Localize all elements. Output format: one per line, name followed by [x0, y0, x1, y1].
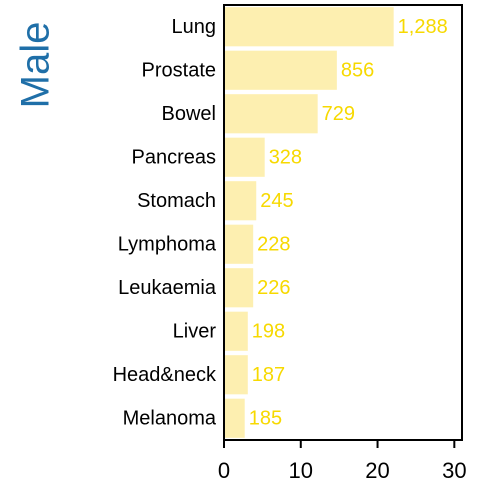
data-label: 729 — [322, 103, 355, 125]
data-label: 328 — [269, 147, 302, 169]
data-label: 187 — [252, 364, 285, 386]
category-label: Lung — [172, 16, 217, 38]
bar — [224, 94, 318, 134]
category-label: Pancreas — [132, 147, 217, 169]
bar — [224, 268, 254, 308]
bar — [224, 181, 257, 221]
x-tick-label: 30 — [442, 458, 466, 483]
bar — [224, 137, 265, 177]
x-tick-label: 20 — [365, 458, 389, 483]
x-tick-label: 10 — [289, 458, 313, 483]
bar — [224, 398, 245, 438]
data-label: 226 — [257, 277, 290, 299]
category-label: Head&neck — [113, 364, 217, 386]
plot-frame — [223, 4, 463, 441]
data-label: 198 — [252, 321, 285, 343]
data-label: 228 — [257, 234, 290, 256]
x-tick-label: 0 — [218, 458, 230, 483]
data-label: 245 — [260, 190, 293, 212]
bar — [224, 224, 254, 264]
data-label: 185 — [249, 408, 282, 430]
category-label: Liver — [173, 321, 217, 343]
category-label: Bowel — [162, 103, 216, 125]
category-label: Melanoma — [123, 408, 217, 430]
category-label: Lymphoma — [118, 234, 217, 256]
bar — [224, 50, 337, 90]
category-label: Stomach — [137, 190, 216, 212]
bar — [224, 355, 248, 395]
bar — [224, 7, 394, 47]
category-label: Leukaemia — [118, 277, 217, 299]
data-label: 856 — [341, 60, 374, 82]
category-label: Prostate — [142, 60, 216, 82]
y-axis-label: Male — [14, 22, 58, 109]
data-label: 1,288 — [398, 16, 448, 38]
bar — [224, 311, 248, 351]
